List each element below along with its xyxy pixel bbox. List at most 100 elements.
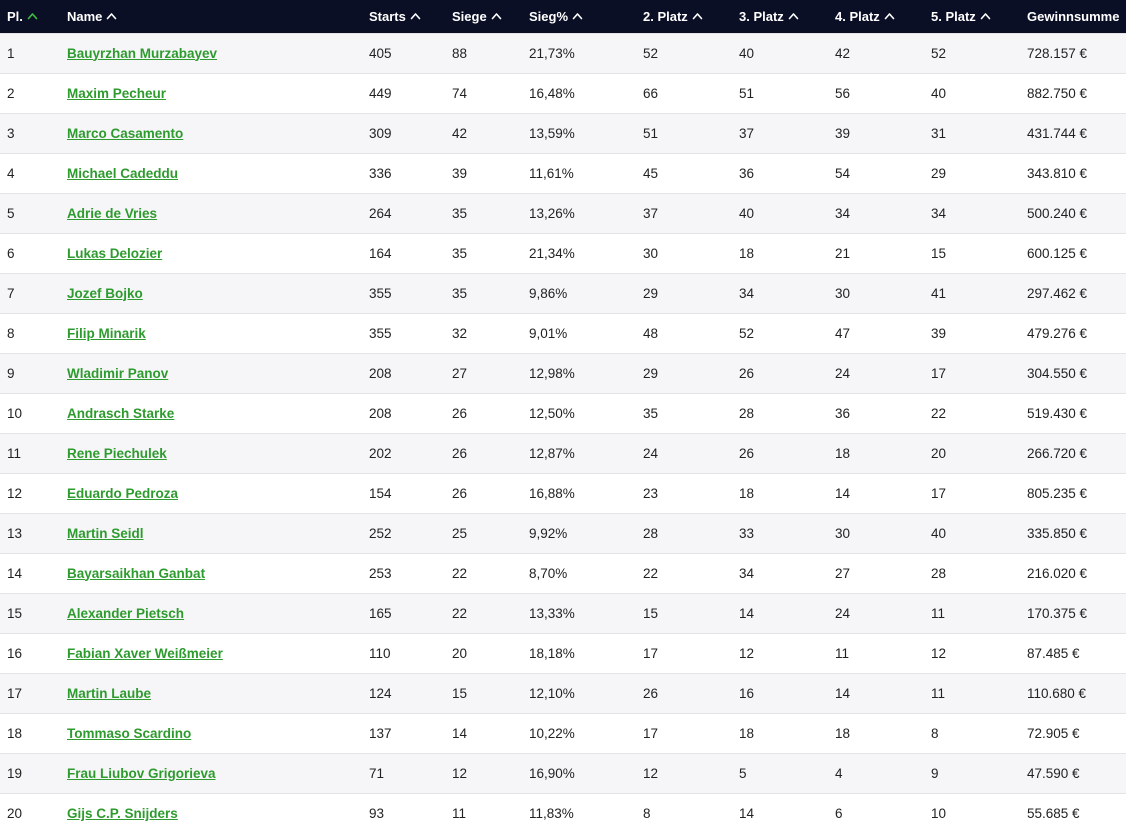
cell-siege: 15 <box>452 685 468 701</box>
column-header-pct[interactable]: Sieg% <box>529 0 643 33</box>
chevron-up-icon[interactable] <box>692 12 703 20</box>
jockey-name-cell: Rene Piechulek <box>67 433 369 473</box>
jockey-name-cell: Tommaso Scardino <box>67 713 369 753</box>
cell-pl: 12 <box>7 485 23 501</box>
cell-starts: 253 <box>369 565 392 581</box>
chevron-up-icon[interactable] <box>491 12 502 20</box>
jockey-profile-link[interactable]: Bayarsaikhan Ganbat <box>67 565 206 581</box>
jockey-profile-link[interactable]: Martin Seidl <box>67 525 144 541</box>
jockey-profile-link[interactable]: Fabian Xaver Weißmeier <box>67 645 223 661</box>
cell-siege: 20 <box>452 645 468 661</box>
chevron-up-icon[interactable] <box>884 12 895 20</box>
chevron-up-icon[interactable] <box>788 12 799 20</box>
cell-p5: 22 <box>931 405 947 421</box>
jockey-profile-link[interactable]: Lukas Delozier <box>67 245 163 261</box>
cell-sum: 304.550 € <box>1027 365 1088 381</box>
chevron-up-icon[interactable] <box>980 12 991 20</box>
chevron-up-icon[interactable] <box>410 12 421 20</box>
column-header-label: Pl. <box>7 8 23 24</box>
cell-pct: 16,48% <box>529 85 575 101</box>
cell-starts: 137 <box>369 725 392 741</box>
cell-sum: 55.685 € <box>1027 805 1080 821</box>
jockey-profile-link[interactable]: Adrie de Vries <box>67 205 158 221</box>
cell-p3: 18 <box>739 245 755 261</box>
cell-sum: 600.125 € <box>1027 245 1088 261</box>
column-header-siege[interactable]: Siege <box>452 0 529 33</box>
cell-sum: 47.590 € <box>1027 765 1080 781</box>
cell-starts: 355 <box>369 325 392 341</box>
cell-p5: 29 <box>931 165 947 181</box>
jockey-name-cell: Filip Minarik <box>67 313 369 353</box>
column-header-sum[interactable]: Gewinnsumme <box>1027 0 1126 33</box>
cell-sum: 343.810 € <box>1027 165 1088 181</box>
jockey-name-cell: Frau Liubov Grigorieva <box>67 753 369 793</box>
cell-siege: 32 <box>452 325 468 341</box>
table-row: 1 Bauyrzhan Murzabayev 405 88 21,73% 52 40 42 52… <box>0 33 1126 73</box>
cell-pct: 16,88% <box>529 485 575 501</box>
cell-p5: 9 <box>931 765 939 781</box>
chevron-up-icon[interactable] <box>106 12 117 20</box>
cell-p4: 24 <box>835 365 851 381</box>
column-header-label: Siege <box>452 8 487 24</box>
jockey-profile-link[interactable]: Marco Casamento <box>67 125 184 141</box>
column-header-pl[interactable]: Pl. <box>0 0 67 33</box>
cell-pct: 16,90% <box>529 765 575 781</box>
table-row: 2 Maxim Pecheur 449 74 16,48% 66 51 56 40 882.750… <box>0 73 1126 113</box>
cell-p3: 33 <box>739 525 755 541</box>
jockey-profile-link[interactable]: Jozef Bojko <box>67 285 143 301</box>
cell-sum: 110.680 € <box>1027 685 1087 701</box>
cell-p5: 28 <box>931 565 947 581</box>
cell-p2: 29 <box>643 285 659 301</box>
cell-p4: 18 <box>835 445 851 461</box>
cell-pct: 21,34% <box>529 245 575 261</box>
cell-sum: 500.240 € <box>1027 205 1088 221</box>
column-header-p3[interactable]: 3. Platz <box>739 0 835 33</box>
jockey-profile-link[interactable]: Michael Cadeddu <box>67 165 179 181</box>
cell-sum: 170.375 € <box>1027 605 1088 621</box>
cell-starts: 208 <box>369 405 392 421</box>
column-header-name[interactable]: Name <box>67 0 369 33</box>
jockey-profile-link[interactable]: Rene Piechulek <box>67 445 167 461</box>
jockey-profile-link[interactable]: Filip Minarik <box>67 325 146 341</box>
chevron-up-icon[interactable] <box>27 12 38 20</box>
cell-p3: 5 <box>739 765 747 781</box>
cell-p4: 30 <box>835 525 851 541</box>
cell-pl: 8 <box>7 325 15 341</box>
table-row: 10 Andrasch Starke 208 26 12,50% 35 28 36 22 519.… <box>0 393 1126 433</box>
column-header-p5[interactable]: 5. Platz <box>931 0 1027 33</box>
jockey-name-cell: Gijs C.P. Snijders <box>67 793 369 827</box>
column-header-p2[interactable]: 2. Platz <box>643 0 739 33</box>
cell-starts: 71 <box>369 765 385 781</box>
column-header-label: 4. Platz <box>835 8 880 24</box>
jockey-profile-link[interactable]: Martin Laube <box>67 685 152 701</box>
cell-starts: 164 <box>369 245 392 261</box>
cell-sum: 216.020 € <box>1027 565 1088 581</box>
jockey-profile-link[interactable]: Alexander Pietsch <box>67 605 185 621</box>
cell-sum: 72.905 € <box>1027 725 1080 741</box>
cell-p2: 30 <box>643 245 659 261</box>
cell-pl: 16 <box>7 645 23 661</box>
cell-pct: 8,70% <box>529 565 568 581</box>
jockey-profile-link[interactable]: Gijs C.P. Snijders <box>67 805 178 821</box>
cell-pct: 13,59% <box>529 125 575 141</box>
jockey-name-cell: Marco Casamento <box>67 113 369 153</box>
cell-sum: 728.157 € <box>1027 45 1088 61</box>
cell-p4: 36 <box>835 405 851 421</box>
jockey-profile-link[interactable]: Andrasch Starke <box>67 405 175 421</box>
jockey-profile-link[interactable]: Tommaso Scardino <box>67 725 192 741</box>
cell-pl: 14 <box>7 565 23 581</box>
cell-starts: 110 <box>369 645 391 661</box>
column-header-p4[interactable]: 4. Platz <box>835 0 931 33</box>
cell-starts: 252 <box>369 525 392 541</box>
jockey-profile-link[interactable]: Wladimir Panov <box>67 365 169 381</box>
cell-pl: 13 <box>7 525 23 541</box>
chevron-up-icon[interactable] <box>572 12 583 20</box>
column-header-starts[interactable]: Starts <box>369 0 452 33</box>
cell-pct: 12,10% <box>529 685 575 701</box>
jockey-profile-link[interactable]: Eduardo Pedroza <box>67 485 179 501</box>
column-header-label: Sieg% <box>529 8 569 24</box>
jockey-profile-link[interactable]: Maxim Pecheur <box>67 85 167 101</box>
jockey-profile-link[interactable]: Bauyrzhan Murzabayev <box>67 45 218 61</box>
jockey-name-cell: Martin Laube <box>67 673 369 713</box>
jockey-profile-link[interactable]: Frau Liubov Grigorieva <box>67 765 216 781</box>
